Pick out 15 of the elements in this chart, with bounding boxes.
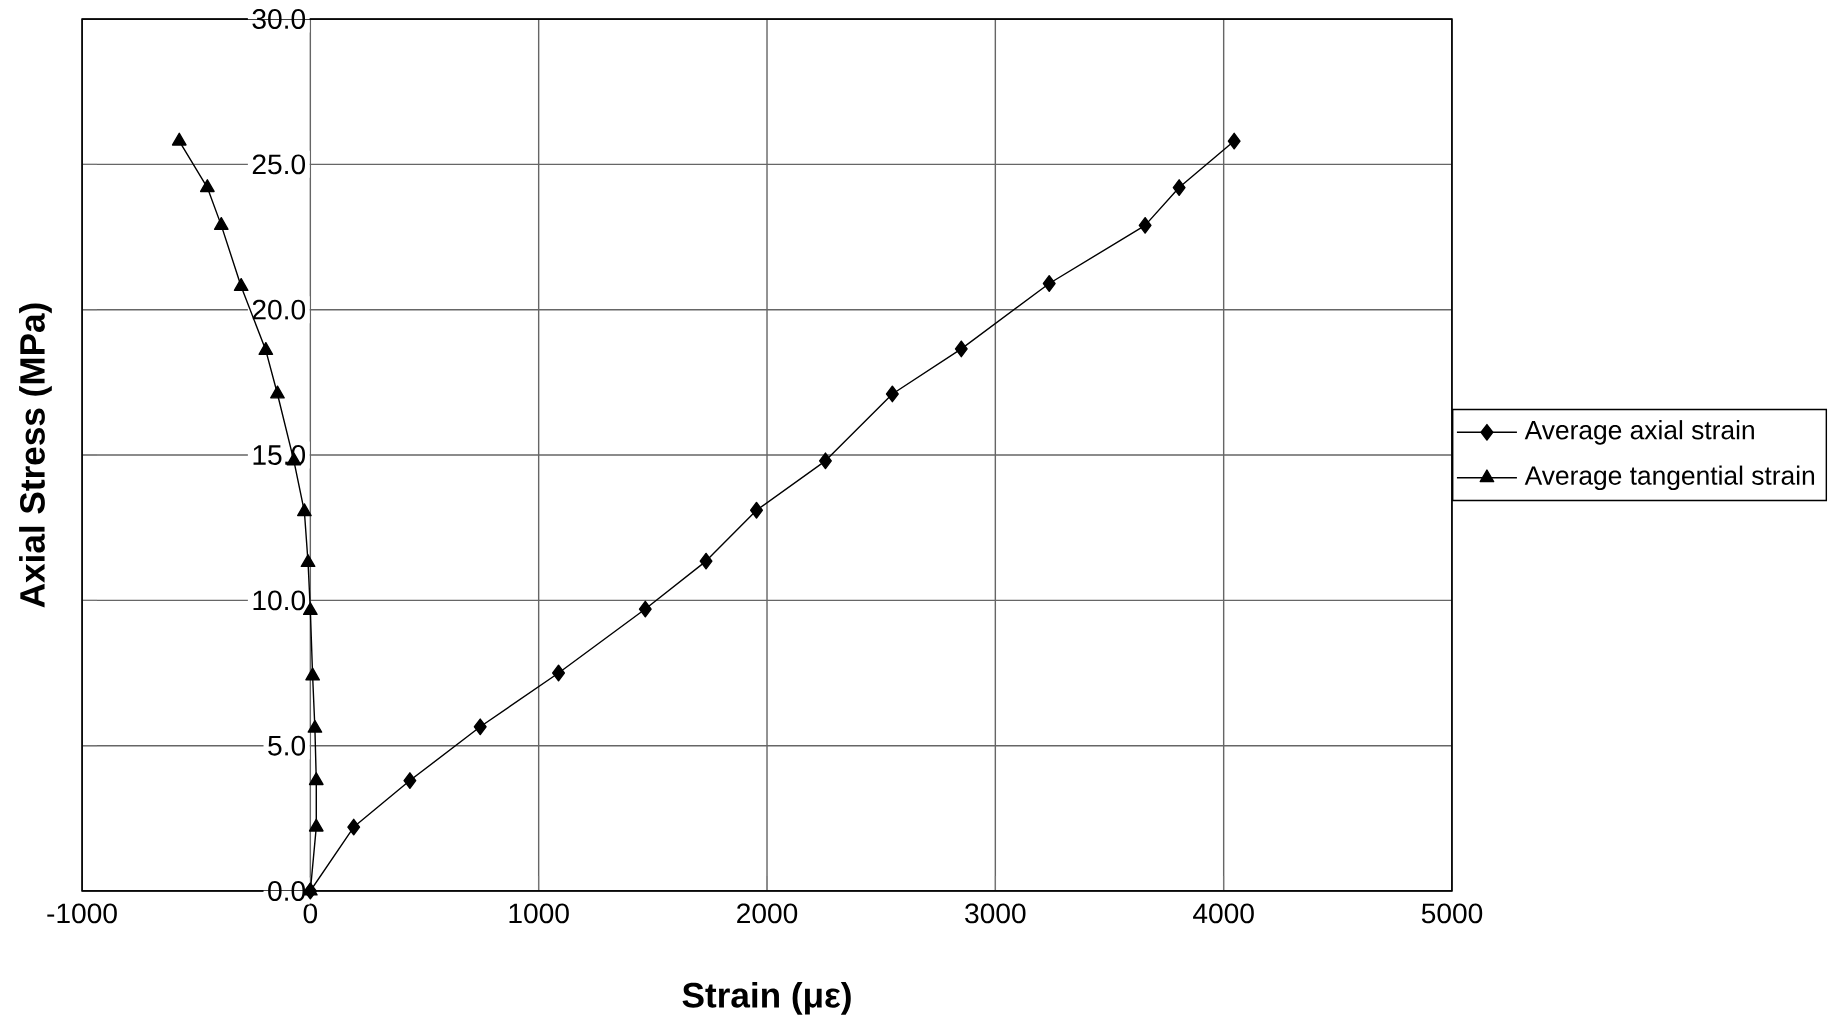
legend-label: Average axial strain xyxy=(1524,420,1754,445)
x-tick-label: 2000 xyxy=(737,903,798,924)
x-tick-label: 0 xyxy=(303,903,318,924)
x-tick-label: 3000 xyxy=(965,903,1026,924)
y-axis-title: Axial Stress (MPa) xyxy=(19,303,52,608)
x-axis-title: Strain (με) xyxy=(682,981,851,1015)
x-tick-label: 5000 xyxy=(1421,903,1483,924)
x-tick-label: -1000 xyxy=(47,903,117,924)
y-tick-label: 20.0 xyxy=(252,299,306,320)
x-tick-label: 4000 xyxy=(1193,903,1254,924)
y-tick-label: 5.0 xyxy=(268,735,306,756)
y-tick-label: 25.0 xyxy=(252,154,306,175)
legend-label: Average tangential strain xyxy=(1524,465,1815,491)
y-tick-label: 10.0 xyxy=(253,590,306,611)
x-tick-label: 1000 xyxy=(509,903,569,924)
